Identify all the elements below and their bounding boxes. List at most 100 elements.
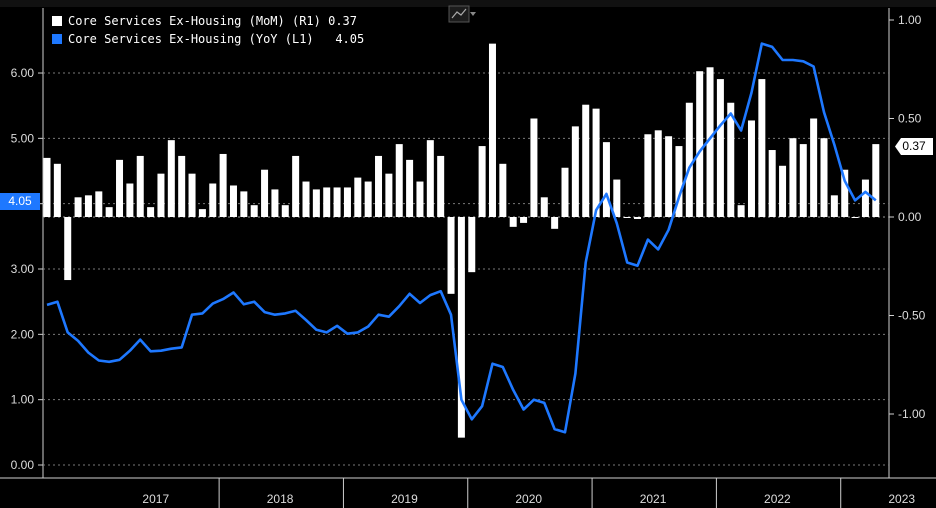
mom-bar bbox=[229, 185, 237, 217]
mom-bar bbox=[437, 155, 445, 217]
mom-bar bbox=[302, 181, 310, 217]
legend-entry-yoy: Core Services Ex-Housing (YoY (L1) 4.05 bbox=[52, 30, 364, 48]
left-tick-label: 0.00 bbox=[11, 458, 35, 472]
mom-bar bbox=[250, 205, 258, 217]
mom-bar bbox=[105, 207, 113, 217]
right-last-value-tag: 0.37 bbox=[895, 138, 933, 155]
mom-bar bbox=[520, 217, 528, 223]
year-label: 2017 bbox=[142, 492, 169, 506]
mom-bar bbox=[716, 79, 724, 217]
legend-label-mom: Core Services Ex-Housing (MoM) (R1) bbox=[68, 14, 321, 28]
legend-swatch-blue bbox=[52, 34, 62, 44]
chart-type-icon-glyph bbox=[451, 8, 467, 19]
year-label: 2023 bbox=[888, 492, 915, 506]
mom-bar bbox=[706, 67, 714, 217]
mom-bar bbox=[53, 163, 61, 217]
legend-entry-mom: Core Services Ex-Housing (MoM) (R1) 0.37 bbox=[52, 12, 364, 30]
mom-bar bbox=[613, 179, 621, 217]
mom-bar bbox=[219, 153, 227, 217]
year-label: 2018 bbox=[267, 492, 294, 506]
year-label: 2022 bbox=[764, 492, 791, 506]
mom-bar bbox=[727, 102, 735, 217]
mom-bar bbox=[509, 217, 517, 227]
mom-bar bbox=[582, 104, 590, 217]
legend-label-yoy: Core Services Ex-Housing (YoY (L1) bbox=[68, 32, 314, 46]
mom-bar bbox=[758, 79, 766, 217]
mom-bar bbox=[178, 155, 186, 217]
mom-bar bbox=[820, 138, 828, 217]
chart-legend: Core Services Ex-Housing (MoM) (R1) 0.37… bbox=[52, 12, 365, 48]
mom-bar bbox=[426, 140, 434, 217]
mom-bar bbox=[540, 197, 548, 217]
mom-bar bbox=[167, 140, 175, 217]
left-tick-label: 1.00 bbox=[11, 393, 35, 407]
mom-bar bbox=[685, 102, 693, 217]
left-tick-label: 6.00 bbox=[11, 66, 35, 80]
mom-bar bbox=[551, 217, 559, 229]
mom-bar bbox=[810, 118, 818, 217]
right-tick-label: 0.00 bbox=[898, 210, 922, 224]
mom-bar bbox=[561, 167, 569, 217]
mom-bar bbox=[240, 191, 248, 217]
mom-bar bbox=[665, 136, 673, 217]
mom-bar bbox=[157, 173, 165, 217]
mom-bar bbox=[209, 183, 217, 217]
mom-bar bbox=[43, 157, 51, 217]
yoy-line bbox=[46, 42, 877, 434]
chevron-down-icon bbox=[470, 12, 476, 16]
year-label: 2020 bbox=[515, 492, 542, 506]
mom-bar bbox=[851, 217, 859, 218]
year-label: 2021 bbox=[640, 492, 667, 506]
mom-bar bbox=[675, 146, 683, 217]
top-toolbar-strip bbox=[0, 0, 936, 7]
year-label: 2019 bbox=[391, 492, 418, 506]
mom-bar bbox=[261, 169, 269, 217]
mom-bar bbox=[312, 189, 320, 217]
mom-bar bbox=[861, 179, 869, 217]
mom-bar bbox=[375, 155, 383, 217]
mom-bar bbox=[136, 155, 144, 217]
mom-bar bbox=[499, 163, 507, 217]
legend-last-mom: 0.37 bbox=[328, 14, 358, 28]
mom-bar bbox=[737, 205, 745, 217]
left-tick-label: 5.00 bbox=[11, 131, 35, 145]
right-tick-label: 1.00 bbox=[898, 13, 922, 27]
mom-bar bbox=[799, 144, 807, 217]
mom-bar bbox=[768, 150, 776, 217]
mom-bar bbox=[789, 138, 797, 217]
mom-bar bbox=[602, 142, 610, 217]
mom-bar bbox=[126, 183, 134, 217]
mom-bar bbox=[530, 118, 538, 217]
mom-bar bbox=[416, 181, 424, 217]
mom-bar bbox=[188, 173, 196, 217]
legend-last-yoy: 4.05 bbox=[335, 32, 365, 46]
mom-bar bbox=[779, 165, 787, 217]
mom-bar bbox=[872, 144, 880, 217]
right-tick-label: -0.50 bbox=[898, 309, 926, 323]
mom-bar bbox=[644, 134, 652, 217]
mom-bar bbox=[457, 217, 465, 438]
mom-bar bbox=[343, 187, 351, 217]
mom-bar bbox=[147, 207, 155, 217]
mom-bar bbox=[74, 197, 82, 217]
mom-bar bbox=[406, 159, 414, 217]
mom-bar bbox=[478, 146, 486, 217]
mom-bar bbox=[116, 159, 124, 217]
mom-bar bbox=[271, 189, 279, 217]
mom-bar bbox=[488, 43, 496, 217]
legend-swatch-white bbox=[52, 16, 62, 26]
left-tick-label: 2.00 bbox=[11, 327, 35, 341]
mom-bar bbox=[354, 177, 362, 217]
mom-bar bbox=[696, 71, 704, 217]
left-last-value-tag: 4.05 bbox=[0, 193, 40, 210]
mom-bar bbox=[198, 209, 206, 217]
right-tick-label: -1.00 bbox=[898, 407, 926, 421]
right-tick-label: 0.50 bbox=[898, 112, 922, 126]
mom-bar bbox=[468, 217, 476, 273]
mom-bar bbox=[64, 217, 72, 281]
mom-bar bbox=[323, 187, 331, 217]
mom-bar bbox=[333, 187, 341, 217]
mom-bar bbox=[634, 217, 642, 219]
mom-bar bbox=[395, 144, 403, 217]
